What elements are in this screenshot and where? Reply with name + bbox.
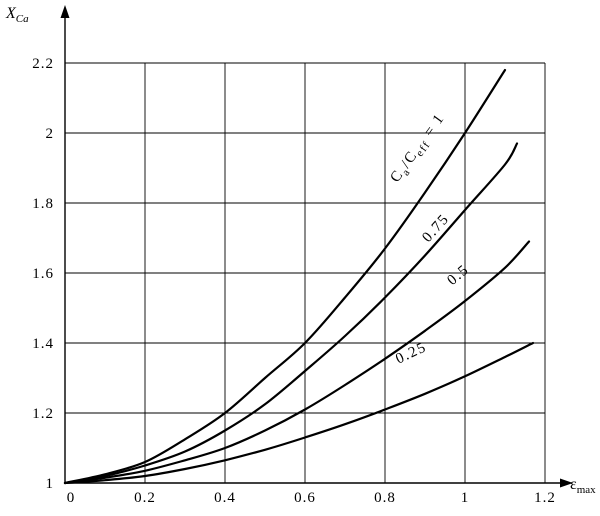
x-tick-label: 0.2 (134, 490, 156, 506)
y-tick-label: 2 (46, 126, 55, 142)
curve-label: 0.5 (444, 262, 472, 289)
x-tick-label: 0.6 (294, 490, 316, 506)
text-run: = 1 (418, 111, 448, 144)
x-tick-label: 1.2 (534, 490, 556, 506)
series-curve (63, 68, 507, 485)
text-run: 0.25 (393, 339, 429, 367)
x-tick-label: 0.4 (214, 490, 236, 506)
y-tick-label: 1 (46, 476, 55, 492)
subscript-text: max (577, 484, 596, 496)
x-axis-arrow-icon (560, 478, 573, 488)
x-tick-label: 1 (461, 490, 470, 506)
curve-label: Ca/Ceff = 1 (387, 111, 450, 188)
y-tick-label: 1.6 (32, 266, 54, 282)
x-tick-label: 0 (67, 490, 76, 506)
curve-label: 0.25 (393, 339, 429, 367)
series-curve (63, 240, 531, 485)
series-curve (63, 341, 535, 485)
text-run: 0.5 (444, 262, 472, 289)
x-axis-title: εmax (570, 476, 596, 496)
y-axis-title: XCa (5, 5, 29, 25)
y-tick-label: 2.2 (32, 56, 54, 72)
y-axis-arrow-icon (60, 5, 70, 18)
y-tick-label: 1.8 (32, 196, 54, 212)
y-tick-label: 1.2 (32, 406, 54, 422)
x-tick-label: 0.8 (374, 490, 396, 506)
series-curve (63, 142, 519, 485)
text-run: X (5, 5, 17, 22)
text-run: ε (570, 476, 577, 493)
y-tick-label: 1.4 (32, 336, 54, 352)
subscript-text: Ca (16, 13, 29, 25)
